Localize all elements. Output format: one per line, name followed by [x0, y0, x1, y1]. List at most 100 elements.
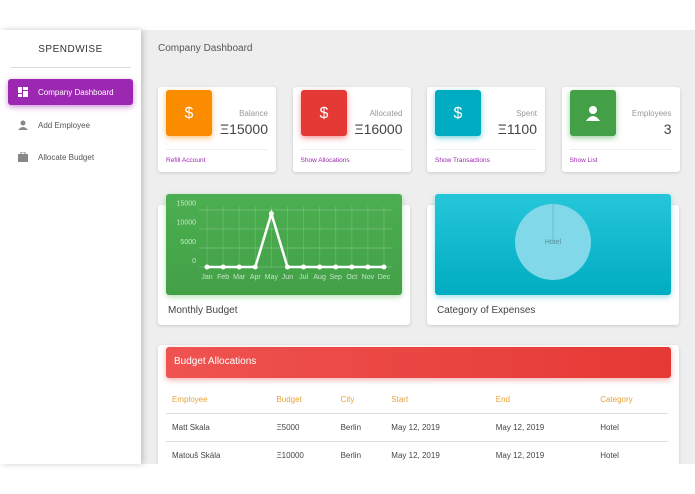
- point: [301, 264, 307, 270]
- stat-label: Spent: [516, 109, 537, 118]
- stat-value: Ξ16000: [354, 121, 403, 137]
- point: [220, 264, 226, 270]
- stat-link[interactable]: Refill Account: [166, 157, 206, 164]
- divider: [10, 67, 131, 68]
- icon-glyph: $: [319, 105, 328, 122]
- chart-title: Category of Expenses: [437, 305, 536, 316]
- stat-icon: $: [300, 90, 347, 136]
- main: Company Dashboard $ Balance Ξ15000 Refill A…: [141, 30, 695, 464]
- icon-glyph: $: [185, 105, 194, 122]
- table-title: Budget Allocations: [174, 356, 257, 367]
- stat-card: $ Allocated Ξ16000 Show Allocations: [292, 87, 411, 172]
- y-tick-label: 5000: [180, 239, 196, 246]
- column-header: Employee: [166, 386, 271, 414]
- icon: $: [319, 105, 328, 122]
- stat-label: Employees: [631, 109, 672, 118]
- column-header: End: [489, 386, 595, 414]
- cell: Matt Skala: [166, 413, 271, 442]
- icon: [18, 87, 28, 97]
- cell: May 12, 2019: [385, 413, 490, 442]
- page-title: Company Dashboard: [158, 43, 253, 54]
- x-tick-label: May: [265, 274, 279, 281]
- x-tick-label: Sep: [329, 274, 342, 281]
- point: [317, 264, 323, 270]
- point: [381, 264, 387, 270]
- icon: $: [454, 105, 463, 122]
- stat-label: Balance: [239, 109, 268, 118]
- stat-icon: [569, 90, 616, 136]
- point: [252, 264, 258, 270]
- nav-label: Allocate Budget: [38, 152, 95, 162]
- point: [365, 264, 371, 270]
- icon-glyph: $: [454, 105, 463, 122]
- column-header: City: [334, 386, 386, 414]
- nav-item[interactable]: Add Employee: [8, 112, 133, 138]
- separator: [569, 149, 672, 150]
- stat-link[interactable]: Show List: [569, 157, 598, 164]
- x-tick-label: Apr: [250, 274, 262, 281]
- nav-label: Company Dashboard: [38, 87, 114, 97]
- cell: Matouš Skála: [166, 441, 271, 464]
- stat-link[interactable]: Show Transactions: [435, 157, 490, 164]
- row: Matt Skala Ξ5000 Berlin May 12, 2019 May 12,…: [166, 413, 668, 442]
- cell: Berlin: [334, 413, 386, 442]
- x-tick-label: Jun: [282, 274, 293, 281]
- chart-title: Monthly Budget: [168, 305, 238, 316]
- point: [236, 264, 242, 270]
- chart-card: Hotel Category of Expenses: [427, 194, 679, 325]
- chart-card: 0 5000 10000 15000 Jan Feb Mar Apr May Jun Jul Aug S…: [158, 194, 410, 325]
- sidebar: SPENDWISE Company Dashboard Add Employee…: [0, 30, 141, 464]
- point: [333, 264, 339, 270]
- stat-icon: $: [166, 90, 212, 136]
- point: [349, 264, 355, 270]
- separator: [300, 149, 403, 150]
- cell: Ξ5000: [270, 413, 335, 442]
- icon: $: [185, 105, 194, 122]
- line: [207, 209, 384, 269]
- stat-value: Ξ15000: [219, 121, 268, 137]
- x-tick-label: Nov: [362, 274, 375, 281]
- column-header: Start: [385, 386, 490, 414]
- cell: Ξ10000: [270, 441, 335, 464]
- cell: May 12, 2019: [489, 441, 595, 464]
- stat-value: 3: [663, 121, 672, 137]
- nav-item[interactable]: Allocate Budget: [8, 144, 133, 170]
- chart-panel: Hotel: [435, 194, 671, 295]
- x-tick-label: Oct: [346, 274, 357, 281]
- brand: SPENDWISE: [38, 44, 103, 55]
- cell: Hotel: [594, 441, 668, 464]
- chart-panel: 0 5000 10000 15000 Jan Feb Mar Apr May Jun Jul Aug S…: [166, 194, 402, 295]
- row: Matouš Skála Ξ10000 Berlin May 12, 2019 May …: [166, 441, 668, 464]
- slice-label: Hotel: [545, 239, 562, 246]
- stat-card: $ Balance Ξ15000 Refill Account: [158, 87, 276, 172]
- stat-link[interactable]: Show Allocations: [300, 157, 350, 164]
- separator: [435, 149, 537, 150]
- nav-label: Add Employee: [38, 120, 91, 130]
- icon: [18, 152, 28, 162]
- nav-item[interactable]: Company Dashboard: [8, 79, 133, 105]
- x-tick-label: Jan: [201, 274, 212, 281]
- icon: [18, 120, 28, 130]
- cell: Hotel: [594, 413, 668, 442]
- stat-card: Employees 3 Show List: [561, 87, 680, 172]
- y-tick-label: 10000: [177, 220, 197, 227]
- table: Employee Budget City Start End Category Matt S…: [166, 386, 668, 464]
- cell: May 12, 2019: [385, 441, 490, 464]
- stat-label: Allocated: [369, 109, 403, 118]
- icon: [585, 106, 600, 121]
- column-header: Budget: [270, 386, 335, 414]
- stat-value: Ξ1100: [497, 121, 537, 137]
- x-tick-label: Aug: [313, 274, 326, 281]
- stat-icon: $: [435, 90, 481, 136]
- pie-chart: Hotel: [515, 204, 591, 280]
- stat-card: $ Spent Ξ1100 Show Transactions: [427, 87, 545, 172]
- x-tick-label: Mar: [233, 274, 246, 281]
- line-chart: 0 5000 10000 15000 Jan Feb Mar Apr May Jun Jul Aug S…: [177, 201, 392, 281]
- y-tick-label: 0: [192, 258, 196, 265]
- table-card: Budget Allocations Employee Budget City Sta…: [158, 345, 679, 464]
- table-header: Budget Allocations: [166, 347, 671, 378]
- column-header: Category: [594, 386, 668, 414]
- point: [284, 264, 290, 270]
- header-row: Employee Budget City Start End Category: [166, 386, 668, 414]
